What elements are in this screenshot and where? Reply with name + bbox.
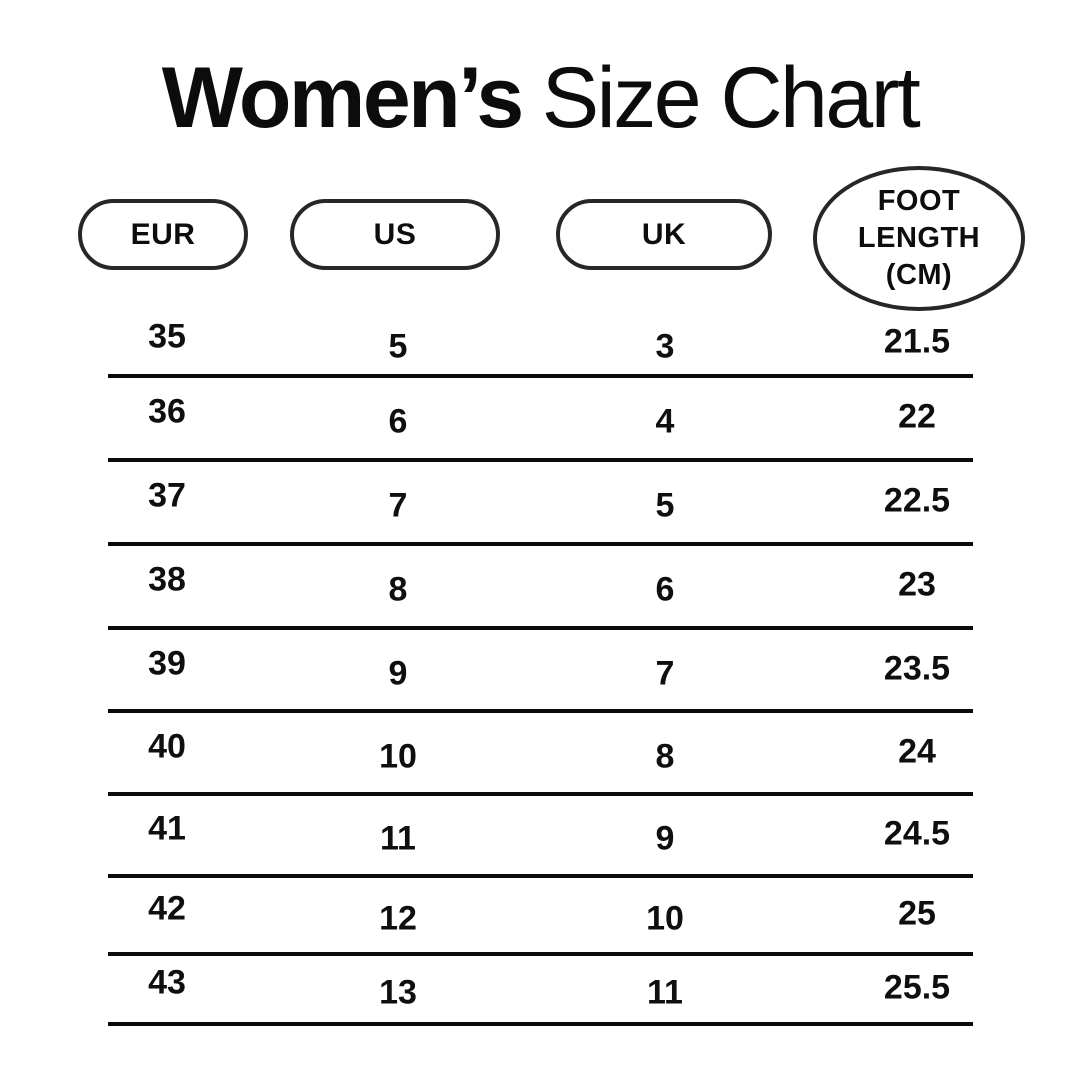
table-row: 38 8 6 23 <box>108 546 973 630</box>
cell-foot-length: 21.5 <box>883 322 951 361</box>
cell-foot-length: 24.5 <box>883 814 951 853</box>
column-header-uk: UK <box>556 199 772 270</box>
cell-uk-size: 7 <box>655 654 675 692</box>
cell-uk-size: 4 <box>655 402 675 441</box>
column-header-eur-label: EUR <box>130 217 196 251</box>
cell-eur-size: 42 <box>148 889 186 928</box>
cell-us-size: 8 <box>388 570 408 609</box>
column-header-foot-length: FOOT LENGTH (CM) <box>813 166 1025 311</box>
table-row: 39 9 7 23.5 <box>108 630 973 713</box>
table-row: 36 6 4 22 <box>108 378 973 462</box>
cell-uk-size: 5 <box>655 486 675 525</box>
page-title: Women’s Size Chart <box>0 38 1080 158</box>
cell-foot-length: 23.5 <box>883 649 951 687</box>
cell-uk-size: 8 <box>655 737 675 775</box>
cell-foot-length: 22 <box>898 397 936 436</box>
cell-us-size: 12 <box>379 899 417 938</box>
cell-foot-length: 23 <box>898 565 936 604</box>
table-row: 37 7 5 22.5 <box>108 462 973 546</box>
column-header-uk-label: UK <box>641 217 687 251</box>
cell-foot-length: 22.5 <box>883 481 951 520</box>
cell-us-size: 13 <box>379 973 417 1012</box>
cell-eur-size: 40 <box>148 727 186 765</box>
cell-uk-size: 11 <box>647 973 683 1012</box>
page-title-bold: Women’s <box>161 50 525 146</box>
cell-eur-size: 37 <box>148 476 186 515</box>
cell-eur-size: 39 <box>148 644 186 682</box>
table-row: 43 13 11 25.5 <box>108 956 973 1026</box>
size-table: 35 5 3 21.5 36 6 4 22 37 7 5 22.5 38 8 6… <box>108 312 973 1026</box>
cell-eur-size: 36 <box>148 392 186 431</box>
column-header-foot-length-label: FOOT LENGTH (CM) <box>857 185 981 291</box>
cell-uk-size: 3 <box>655 327 675 366</box>
cell-us-size: 5 <box>388 327 408 366</box>
cell-us-size: 10 <box>379 737 417 775</box>
cell-uk-size: 6 <box>655 570 675 609</box>
column-header-eur: EUR <box>78 199 248 270</box>
cell-eur-size: 35 <box>148 317 186 356</box>
cell-uk-size: 10 <box>646 899 684 938</box>
cell-us-size: 7 <box>388 486 408 525</box>
table-row: 40 10 8 24 <box>108 713 973 796</box>
cell-uk-size: 9 <box>655 819 675 858</box>
cell-eur-size: 38 <box>148 560 186 599</box>
page-title-regular: Size Chart <box>541 50 921 146</box>
cell-us-size: 9 <box>388 654 408 692</box>
table-row: 42 12 10 25 <box>108 878 973 956</box>
cell-eur-size: 43 <box>148 963 186 1002</box>
table-row: 35 5 3 21.5 <box>108 312 973 378</box>
column-header-us: US <box>290 199 500 270</box>
cell-foot-length: 24 <box>898 732 936 770</box>
cell-eur-size: 41 <box>148 809 186 848</box>
cell-us-size: 6 <box>388 402 408 441</box>
cell-foot-length: 25.5 <box>883 968 951 1007</box>
column-header-us-label: US <box>373 217 417 251</box>
cell-foot-length: 25 <box>898 894 936 933</box>
cell-us-size: 11 <box>380 819 416 858</box>
table-row: 41 11 9 24.5 <box>108 796 973 878</box>
